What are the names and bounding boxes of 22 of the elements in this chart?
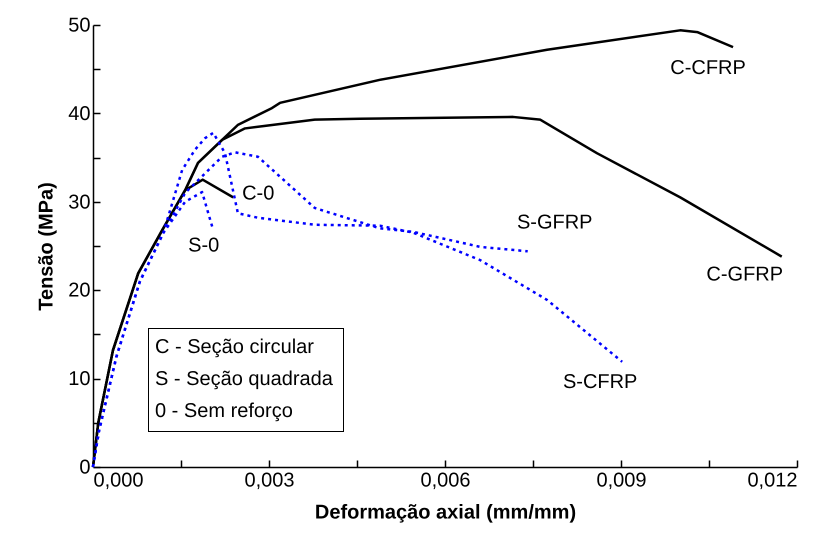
x-tick-label: 0,003 [244, 470, 295, 492]
series-label: C-GFRP [706, 264, 784, 286]
y-axis-title: Tensão (MPa) [35, 182, 58, 311]
y-tick-label: 20 [68, 280, 90, 302]
annotation: S - Seção quadrada [155, 367, 333, 392]
y-tick-label: 10 [68, 368, 90, 390]
x-axis-title: Deformação axial (mm/mm) [314, 502, 576, 524]
series-label: S-0 [188, 234, 220, 256]
x-tick-label: 0,009 [596, 470, 647, 492]
series-label: S-GFRP [516, 211, 592, 234]
x-tick-label: 0,006 [420, 470, 471, 492]
x-tick-label: 0,000 [94, 470, 144, 492]
series-label: C-0 [242, 182, 274, 204]
y-tick-label: 30 [68, 191, 90, 214]
x-tick-label: 0,012 [747, 470, 798, 492]
annotation: C - Seção circular [155, 335, 315, 360]
series-label: C-CFRP [670, 57, 746, 80]
y-tick-label: 0 [79, 456, 90, 478]
annotation: 0 - Sem reforço [155, 399, 294, 424]
y-tick-label: 50 [68, 14, 90, 36]
series-label: S-CFRP [562, 370, 638, 393]
y-tick-label: 40 [68, 102, 90, 125]
